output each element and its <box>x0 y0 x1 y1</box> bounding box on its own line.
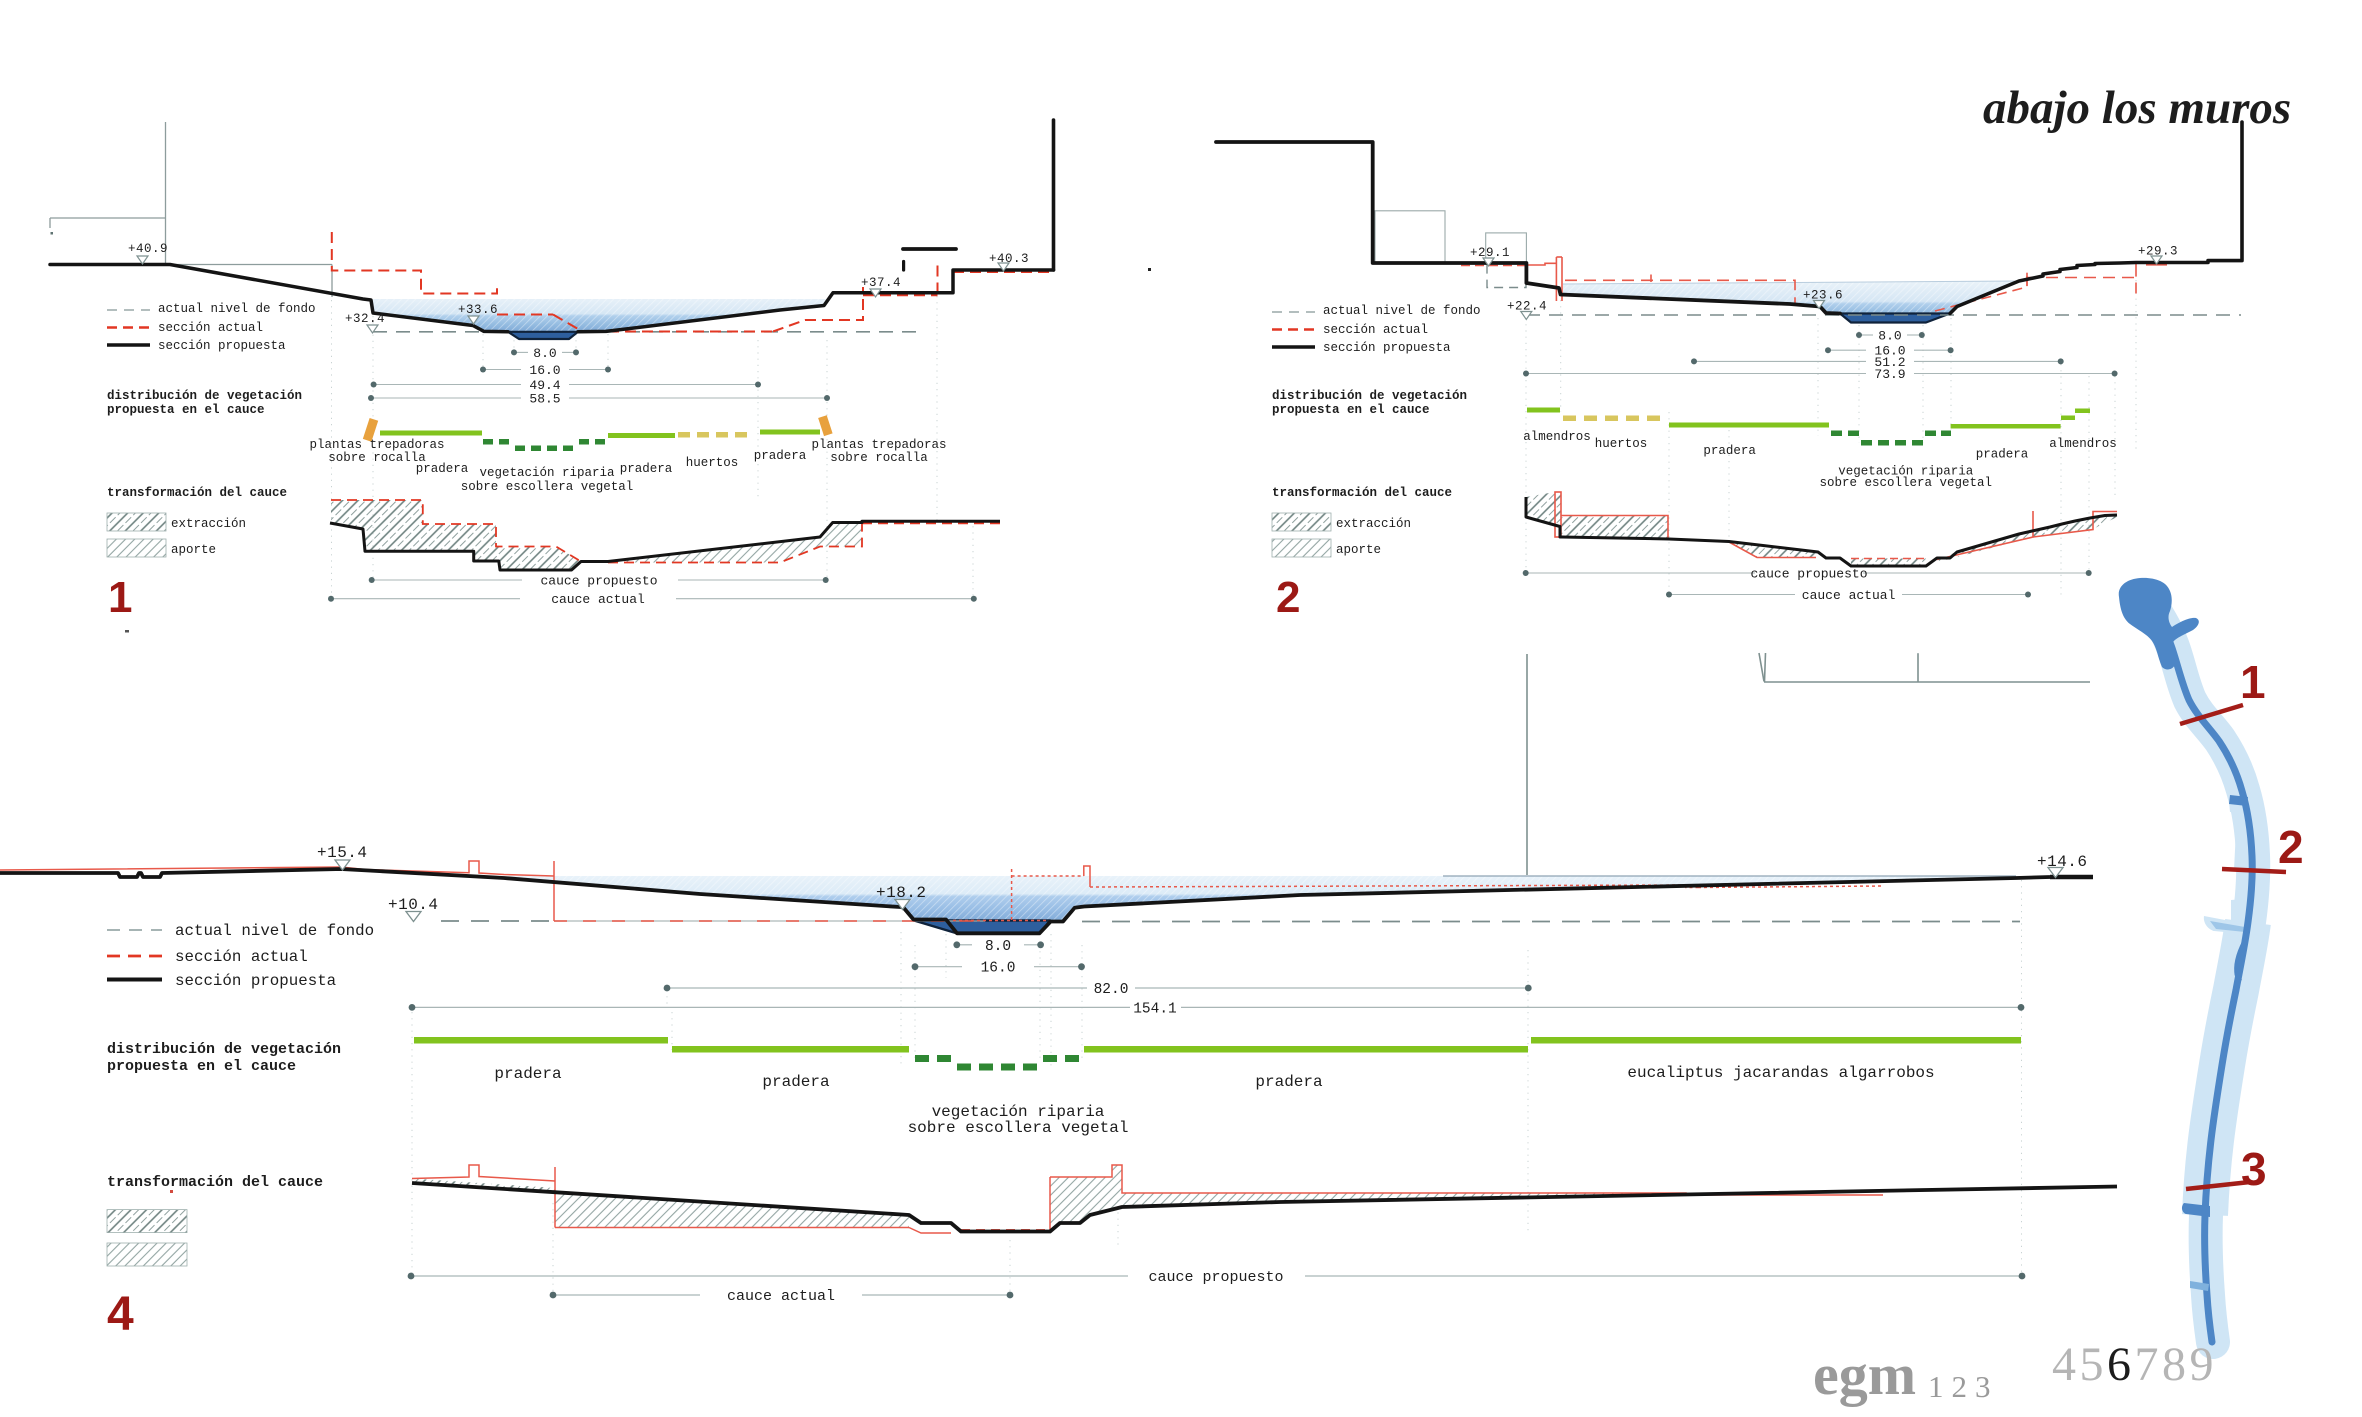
svg-text:+14.6: +14.6 <box>2037 853 2088 871</box>
svg-text:actual nivel de fondo: actual nivel de fondo <box>158 302 316 316</box>
svg-text:sección propuesta: sección propuesta <box>175 972 336 990</box>
svg-text:plantas trepadoras: plantas trepadoras <box>811 438 946 452</box>
svg-text:sobre rocalla: sobre rocalla <box>328 451 426 465</box>
svg-text:pradera: pradera <box>1703 444 1756 458</box>
svg-text:pradera: pradera <box>494 1065 562 1083</box>
svg-text:pradera: pradera <box>1976 448 2029 462</box>
svg-text:58.5: 58.5 <box>529 392 560 407</box>
svg-text:sección actual: sección actual <box>158 321 263 335</box>
svg-text:distribución de vegetación: distribución de vegetación <box>107 1041 341 1058</box>
svg-text:+29.3: +29.3 <box>2138 245 2178 259</box>
svg-text:transformación del cauce: transformación del cauce <box>107 486 287 500</box>
svg-text:propuesta en el cauce: propuesta en el cauce <box>107 403 265 417</box>
svg-text:+40.9: +40.9 <box>128 242 168 256</box>
svg-text:cauce propuesto: cauce propuesto <box>1148 1269 1283 1286</box>
svg-text:abajo los muros: abajo los muros <box>1983 82 2291 134</box>
svg-text:123: 123 <box>1928 1369 1999 1404</box>
svg-text:almendros: almendros <box>1523 430 1591 444</box>
svg-text:sobre escollera vegetal: sobre escollera vegetal <box>908 1119 1129 1137</box>
svg-text:huertos: huertos <box>1595 437 1648 451</box>
svg-text:cauce actual: cauce actual <box>551 592 645 607</box>
svg-text:73.9: 73.9 <box>1874 367 1905 382</box>
svg-text:sección propuesta: sección propuesta <box>1323 341 1451 355</box>
svg-text:pradera: pradera <box>754 449 807 463</box>
svg-text:16.0: 16.0 <box>981 961 1016 977</box>
svg-text:+33.6: +33.6 <box>458 303 498 317</box>
svg-text:propuesta en el cauce: propuesta en el cauce <box>1272 403 1430 417</box>
svg-text:vegetación riparia: vegetación riparia <box>932 1103 1105 1121</box>
svg-text:1: 1 <box>108 573 132 622</box>
svg-text:154.1: 154.1 <box>1133 1001 1177 1017</box>
svg-text:8.0: 8.0 <box>533 346 556 361</box>
svg-text:almendros: almendros <box>2049 437 2117 451</box>
svg-text:transformación del cauce: transformación del cauce <box>1272 486 1452 500</box>
svg-text:8.0: 8.0 <box>1878 329 1901 344</box>
svg-text:actual nivel de fondo: actual nivel de fondo <box>175 922 374 940</box>
svg-text:aporte: aporte <box>171 543 216 557</box>
svg-text:extracción: extracción <box>1336 517 1411 531</box>
svg-text:aporte: aporte <box>1336 543 1381 557</box>
svg-text:pradera: pradera <box>416 462 469 476</box>
svg-text:vegetación riparia: vegetación riparia <box>479 466 615 480</box>
svg-text:+18.2: +18.2 <box>876 884 927 902</box>
svg-text:cauce actual: cauce actual <box>1802 588 1896 603</box>
svg-text:distribución de vegetación: distribución de vegetación <box>107 389 302 403</box>
svg-text:2: 2 <box>2278 821 2304 873</box>
svg-text:extracción: extracción <box>171 517 246 531</box>
svg-text:cauce propuesto: cauce propuesto <box>540 574 657 589</box>
svg-text:eucaliptus jacarandas algarrob: eucaliptus jacarandas algarrobos <box>1627 1064 1934 1082</box>
svg-text:propuesta en el cauce: propuesta en el cauce <box>107 1058 296 1075</box>
svg-text:16.0: 16.0 <box>1874 344 1905 359</box>
svg-text:distribución de vegetación: distribución de vegetación <box>1272 389 1467 403</box>
svg-text:16.0: 16.0 <box>529 363 560 378</box>
svg-text:egm: egm <box>1813 1342 1916 1407</box>
svg-text:8.0: 8.0 <box>985 939 1011 955</box>
svg-text:pradera: pradera <box>762 1073 830 1091</box>
svg-text:sobre escollera vegetal: sobre escollera vegetal <box>461 480 634 494</box>
svg-text:sobre escollera vegetal: sobre escollera vegetal <box>1820 476 1993 490</box>
svg-text:plantas trepadoras: plantas trepadoras <box>309 438 444 452</box>
svg-text:pradera: pradera <box>620 462 673 476</box>
svg-text:+23.6: +23.6 <box>1803 289 1843 303</box>
svg-text:actual nivel de fondo: actual nivel de fondo <box>1323 304 1481 318</box>
svg-text:sobre rocalla: sobre rocalla <box>830 451 928 465</box>
svg-text:pradera: pradera <box>1255 1073 1323 1091</box>
svg-text:82.0: 82.0 <box>1094 982 1129 998</box>
svg-text:+15.4: +15.4 <box>317 844 368 862</box>
svg-text:3: 3 <box>2241 1143 2267 1195</box>
svg-text:+37.4: +37.4 <box>861 276 901 290</box>
svg-text:transformación del cauce: transformación del cauce <box>107 1174 323 1191</box>
svg-text:49.4: 49.4 <box>529 378 560 393</box>
svg-text:2: 2 <box>1276 573 1300 622</box>
svg-text:456789: 456789 <box>2052 1338 2217 1391</box>
svg-text:+10.4: +10.4 <box>388 896 439 914</box>
svg-text:+29.1: +29.1 <box>1470 246 1510 260</box>
svg-text:1: 1 <box>2240 656 2266 708</box>
svg-text:cauce actual: cauce actual <box>727 1288 835 1305</box>
svg-text:vegetación riparia: vegetación riparia <box>1838 464 1974 478</box>
svg-text:sección actual: sección actual <box>1323 323 1428 337</box>
svg-text:cauce propuesto: cauce propuesto <box>1750 567 1867 582</box>
svg-text:51.2: 51.2 <box>1874 355 1905 370</box>
svg-text:+32.4: +32.4 <box>345 312 385 326</box>
svg-text:+22.4: +22.4 <box>1507 300 1547 314</box>
svg-text:huertos: huertos <box>686 456 739 470</box>
svg-text:4: 4 <box>107 1288 134 1341</box>
svg-text:sección actual: sección actual <box>175 948 308 966</box>
svg-text:sección propuesta: sección propuesta <box>158 339 286 353</box>
